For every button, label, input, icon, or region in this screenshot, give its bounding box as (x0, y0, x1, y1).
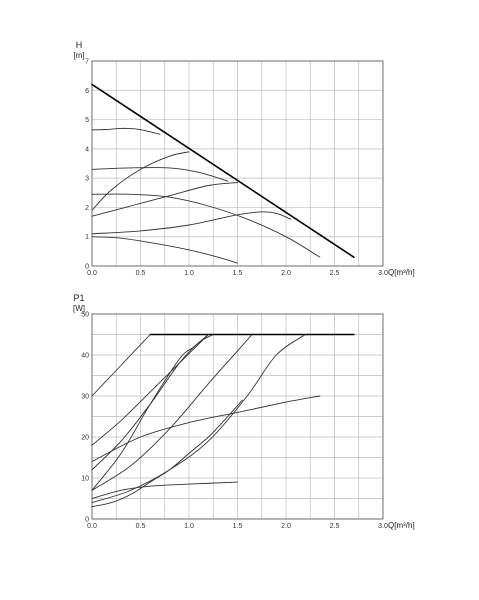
y-tick-label: 0 (85, 517, 89, 524)
y-axis-label: H (76, 40, 83, 50)
x-tick-label: 0.5 (136, 523, 146, 530)
y-tick-label: 40 (81, 353, 89, 360)
series-line (91, 399, 243, 508)
y-tick-label: 0 (85, 264, 89, 271)
series-line (91, 211, 292, 235)
max-curve-line (91, 83, 355, 258)
series-line (91, 236, 238, 264)
y-tick-label: 10 (81, 476, 89, 483)
x-tick-label: 3.0 (378, 270, 388, 277)
series-line (91, 334, 306, 504)
x-tick-label: 2.0 (281, 523, 291, 530)
y-tick-label: 1 (85, 234, 89, 241)
series-line (91, 481, 238, 499)
series-line (91, 127, 161, 135)
y-tick-label: 2 (85, 205, 89, 212)
plot-frame (91, 313, 384, 520)
y-tick-label: 6 (85, 88, 89, 95)
series-line (91, 334, 209, 491)
x-axis-label: Q[m³/h] (388, 521, 415, 530)
x-tick-label: 2.5 (330, 270, 340, 277)
series-line (91, 182, 238, 217)
y-axis-unit: [W] (73, 304, 85, 313)
series-line (91, 334, 151, 397)
series-line (91, 167, 229, 182)
y-tick-label: 20 (81, 435, 89, 442)
x-tick-label: 2.5 (330, 523, 340, 530)
series-line (91, 334, 253, 491)
x-tick-label: 0.0 (87, 270, 97, 277)
x-tick-label: 1.5 (233, 270, 243, 277)
x-tick-label: 1.0 (184, 523, 194, 530)
y-tick-label: 3 (85, 176, 89, 183)
series-line (91, 151, 190, 211)
series-line (91, 334, 209, 446)
y-axis-label: P1 (73, 293, 84, 303)
power-chart: 0.0 0.5 1.0 1.5 2.0 2.5 3.0 0 10 20 30 40 50 P1[W] Q[m… (73, 293, 415, 530)
y-tick-label: 30 (81, 394, 89, 401)
x-tick-label: 3.0 (378, 523, 388, 530)
x-axis-label: Q[m³/h] (388, 268, 415, 277)
head-chart: 0.0 0.5 1.0 1.5 2.0 2.5 3.0 0 1 2 3 4 5 6 7 H[m] Q[m³/h] (73, 40, 414, 277)
x-tick-label: 0.0 (87, 523, 97, 530)
x-tick-label: 1.5 (233, 523, 243, 530)
x-tick-label: 1.0 (184, 270, 194, 277)
x-tick-label: 0.5 (136, 270, 146, 277)
y-tick-label: 7 (85, 59, 89, 66)
plot-frame (91, 60, 384, 267)
y-axis-unit: [m] (73, 51, 84, 60)
y-tick-label: 4 (85, 146, 89, 153)
series-line (91, 193, 321, 258)
y-tick-label: 50 (81, 312, 89, 319)
series-line (91, 395, 321, 463)
x-tick-label: 2.0 (281, 270, 291, 277)
y-tick-label: 5 (85, 117, 89, 124)
